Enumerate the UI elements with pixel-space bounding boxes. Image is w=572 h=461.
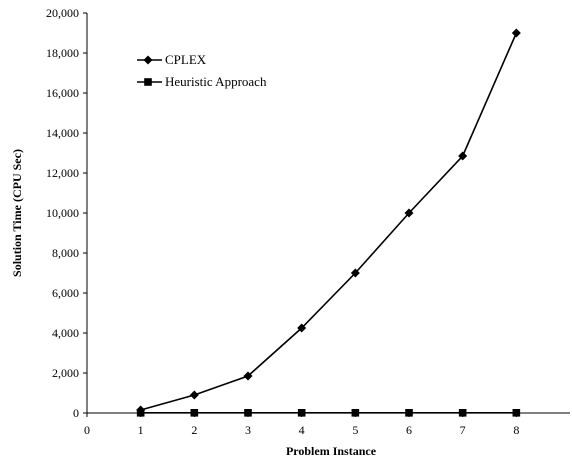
y-axis-ticks: 0 2,000 4,000 6,000 8,000 10,000 12,000 14,000 1… — [46, 6, 87, 420]
y-tick-label: 12,000 — [46, 166, 79, 180]
y-tick-label: 4,000 — [52, 326, 79, 340]
series-heuristic-approach-point — [351, 409, 360, 417]
y-tick-label: 6,000 — [52, 286, 79, 300]
series-heuristic-approach-point — [244, 409, 252, 417]
y-tick-label: 0 — [73, 406, 79, 420]
x-tick-label: 0 — [84, 423, 90, 437]
x-tick-label: 4 — [299, 423, 305, 437]
series-cplex-line — [140, 32, 518, 411]
series-cplex-point — [350, 268, 360, 278]
chart-axes — [86, 13, 570, 414]
series-cplex-point — [189, 390, 199, 400]
legend-heuristic-approach-label: Heuristic Approach — [165, 74, 267, 89]
series-cplex-point — [404, 208, 414, 218]
series-heuristic-approach-point — [190, 409, 199, 417]
x-axis-title: Problem Instance — [286, 444, 377, 458]
series-heuristic-approach-point — [405, 409, 413, 417]
series-cplex-point — [511, 28, 521, 38]
legend-cplex-marker — [143, 55, 153, 65]
y-tick-label: 16,000 — [46, 86, 79, 100]
legend-heuristic-approach-marker — [144, 78, 152, 86]
y-axis-title: Solution Time (CPU Sec) — [10, 149, 24, 277]
series-heuristic-approach-point — [458, 409, 467, 417]
x-tick-label: 3 — [245, 423, 251, 437]
series-cplex-point — [458, 151, 468, 161]
y-tick-label: 8,000 — [52, 246, 79, 260]
legend-cplex-label: CPLEX — [165, 52, 207, 67]
x-tick-label: 7 — [460, 423, 466, 437]
series-cplex-point — [243, 371, 253, 381]
x-tick-label: 6 — [406, 423, 412, 437]
chart-series — [136, 28, 521, 417]
x-tick-label: 8 — [513, 423, 519, 437]
series-heuristic-approach-point — [297, 409, 306, 417]
x-tick-label: 5 — [352, 423, 358, 437]
y-tick-label: 18,000 — [46, 46, 79, 60]
y-tick-label: 2,000 — [52, 366, 79, 380]
y-tick-label: 10,000 — [46, 206, 79, 220]
x-tick-label: 1 — [138, 423, 144, 437]
series-heuristic-approach-point — [136, 409, 145, 417]
series-cplex-point — [297, 323, 307, 333]
chart-legend: CPLEX Heuristic Approach — [137, 52, 267, 89]
x-tick-label: 2 — [191, 423, 197, 437]
y-tick-label: 20,000 — [46, 6, 79, 20]
y-tick-label: 14,000 — [46, 126, 79, 140]
series-heuristic-approach-point — [512, 409, 521, 417]
